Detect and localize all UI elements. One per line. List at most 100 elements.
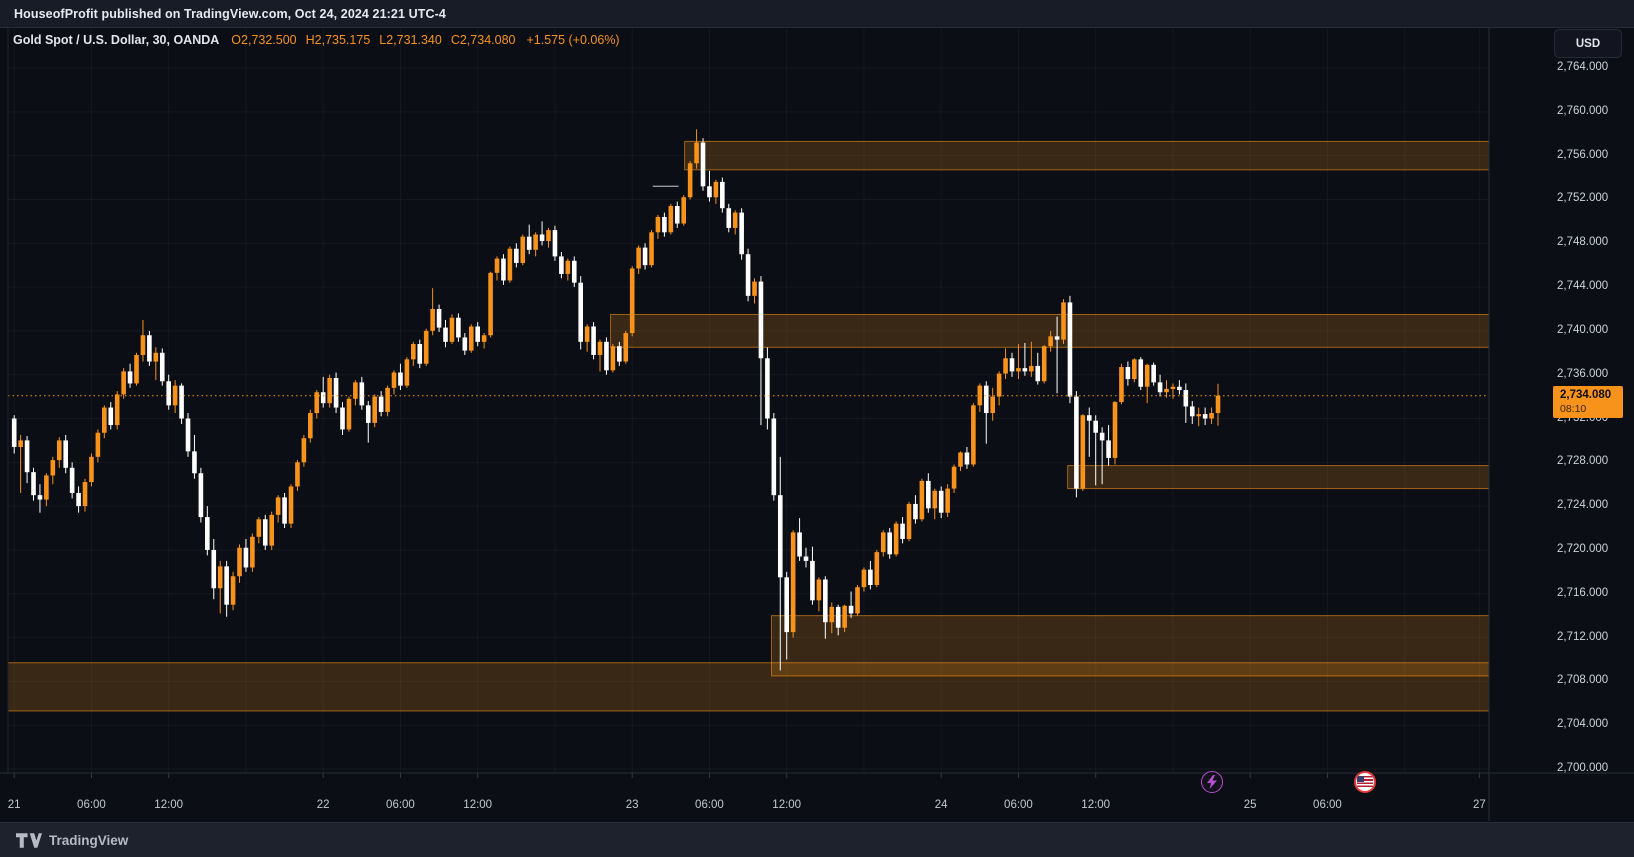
time-axis-label: 06:00	[1004, 799, 1033, 811]
candle-body	[1029, 365, 1034, 372]
candle-body	[629, 268, 635, 334]
candle-body	[1151, 364, 1156, 383]
candle-body	[752, 281, 757, 296]
candle-body	[1196, 414, 1201, 417]
candle-body	[938, 490, 944, 513]
candle-body	[63, 440, 68, 468]
candle-body	[320, 392, 326, 404]
candle-body	[147, 335, 152, 362]
candle-body	[262, 519, 268, 546]
ohlc-low: L2,731.340	[379, 33, 442, 47]
candle-body	[1035, 365, 1041, 382]
candle-body	[539, 234, 545, 242]
price-axis-label: 2,728.000	[1557, 455, 1609, 468]
lightning-icon[interactable]	[1200, 771, 1223, 793]
share-header: HouseofProfit published on TradingView.c…	[0, 0, 1634, 28]
candle-body	[835, 606, 841, 628]
candle-body	[713, 181, 719, 198]
candle-body	[823, 579, 828, 623]
time-axis-label: 23	[625, 799, 639, 811]
time-axis-label: 22	[316, 799, 330, 811]
candle-body	[121, 371, 126, 395]
candle-body	[179, 385, 184, 419]
candle-body	[700, 142, 706, 187]
candle-body	[571, 260, 577, 283]
price-axis-label: 2,752.000	[1557, 192, 1609, 205]
time-axis-label: 21	[7, 799, 21, 811]
candle-body	[790, 532, 796, 633]
candle-body	[1164, 388, 1169, 393]
candle-body	[1054, 336, 1060, 340]
supply-zone-top	[684, 140, 1490, 171]
candle-body	[153, 352, 159, 362]
candle-body	[230, 576, 236, 605]
candle-body	[95, 432, 101, 457]
candle-body	[82, 482, 88, 507]
candle-body	[494, 258, 500, 273]
candle-body	[134, 354, 139, 384]
candle-body	[443, 327, 448, 342]
candle-body	[520, 236, 526, 263]
candle-body	[720, 181, 725, 209]
candle-body	[436, 308, 442, 328]
candle-body	[913, 503, 918, 520]
candle-body	[282, 497, 287, 524]
candle-body	[353, 382, 358, 399]
candle-body	[797, 532, 802, 557]
time-axis-label: 24	[934, 799, 948, 811]
price-axis-label: 2,760.000	[1557, 104, 1609, 117]
candle-body	[1048, 336, 1053, 347]
candle-body	[777, 495, 783, 578]
candle-body	[681, 197, 686, 224]
candle-body	[1003, 358, 1008, 374]
candle-body	[1215, 395, 1221, 414]
candle-body	[951, 466, 957, 489]
price-axis-label: 2,716.000	[1557, 586, 1609, 599]
price-axis-label: 2,740.000	[1557, 323, 1609, 336]
currency-button[interactable]: USD	[1554, 29, 1622, 58]
candle-body	[1080, 415, 1086, 489]
candle-body	[855, 587, 860, 614]
candle-body	[983, 385, 989, 414]
tradingview-logo[interactable]: TradingView	[16, 833, 128, 848]
candle-body	[69, 467, 75, 493]
candle-body	[514, 248, 519, 263]
candle-body	[340, 407, 345, 430]
candle-body	[1112, 402, 1118, 458]
candle-body	[578, 282, 583, 342]
candle-body	[964, 452, 970, 465]
candle-body	[205, 517, 210, 550]
candle-body	[874, 552, 880, 585]
price-axis-label: 2,720.000	[1557, 542, 1609, 555]
candle-body	[475, 326, 480, 342]
candle-body	[977, 385, 983, 406]
candle-body	[745, 254, 751, 296]
time-axis-label: 25	[1243, 799, 1257, 811]
candle-body	[932, 490, 938, 509]
candle-body	[668, 206, 674, 233]
candle-body	[468, 326, 474, 351]
candle-body	[102, 407, 107, 433]
bar-countdown: 08:10	[1560, 402, 1587, 415]
time-axis-label: 12:00	[463, 799, 493, 811]
price-axis-label: 2,736.000	[1557, 367, 1609, 380]
candle-body	[726, 208, 732, 228]
candle-body	[1067, 302, 1073, 397]
candle-body	[868, 569, 873, 585]
price-axis-label: 2,724.000	[1557, 499, 1609, 512]
candle-body	[50, 460, 56, 476]
candle-body	[76, 492, 81, 507]
candle-body	[636, 247, 641, 269]
candle-body	[784, 577, 789, 633]
candle-body	[1177, 386, 1182, 391]
price-change: +1.575 (+0.06%)	[526, 33, 620, 47]
candle-body	[256, 519, 262, 537]
candle-body	[707, 186, 712, 198]
candle-body	[546, 230, 551, 242]
candle-body	[674, 206, 680, 224]
us-flag-icon[interactable]	[1353, 771, 1376, 793]
candle-body	[559, 256, 564, 274]
candle-body	[385, 387, 390, 412]
candle-body	[591, 326, 596, 355]
